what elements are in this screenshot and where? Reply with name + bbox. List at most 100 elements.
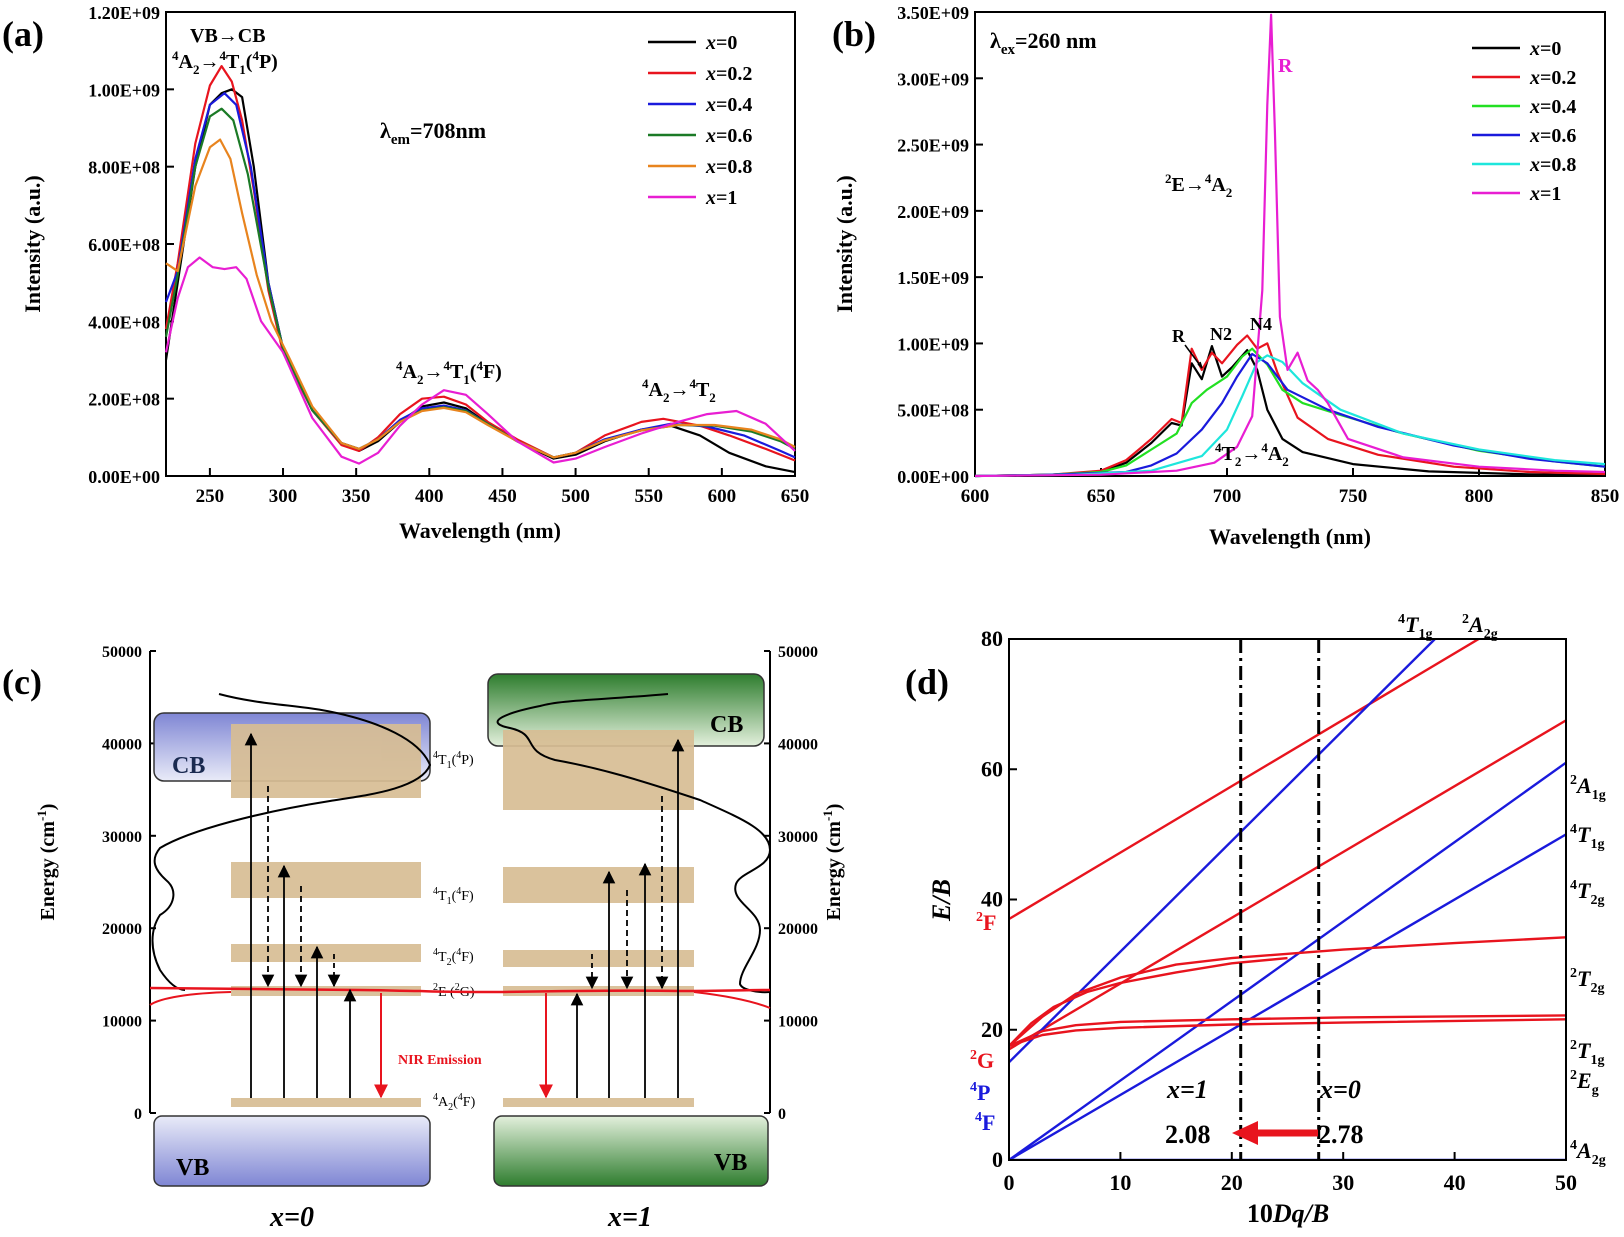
y-tick-label: 3.00E+09 — [897, 69, 969, 89]
panel-a: (a) 0.00E+00 2.00E+08 4.00E+08 6.00E+08 8.00… — [2, 3, 809, 543]
panel-b-xlabel: Wavelength (nm) — [1209, 524, 1371, 549]
level-4t2f-label: 4T2(4F) — [433, 947, 474, 968]
energy-tick-label-right: 40000 — [778, 736, 818, 753]
energy-tick-label-left: 10000 — [102, 1014, 142, 1031]
panel-a-y-axis: 0.00E+00 2.00E+08 4.00E+08 6.00E+08 8.00E+08… — [88, 3, 174, 487]
legend-label: x=0.6 — [1529, 125, 1576, 147]
series-line-x-0-2 — [164, 65, 796, 462]
value-2-78: 2.78 — [1318, 1120, 1364, 1149]
legend-label: x=0.8 — [1529, 154, 1576, 176]
excitation-curve-x0 — [151, 693, 432, 991]
series-line-x-0-8 — [974, 354, 1606, 478]
term-4t1g: 4T1g — [1570, 822, 1604, 852]
x-tick-label: 700 — [1213, 486, 1242, 507]
e-a2-annotation: 2E→4A2 — [1165, 171, 1232, 200]
y-tick-label: 1.00E+09 — [88, 80, 160, 100]
energy-tick-label-left: 40000 — [102, 736, 142, 753]
band-4t1f-x0 — [231, 862, 421, 898]
y-tick-label: 3.50E+09 — [897, 3, 969, 23]
cb-label-x0: CB — [172, 753, 205, 779]
y-tick-label: 4.00E+08 — [88, 312, 160, 332]
vb-label-x1: VB — [714, 1150, 747, 1176]
r-peak-label: R — [1278, 55, 1293, 77]
x-tick-label: 850 — [1591, 486, 1620, 507]
panel-d-markers — [1239, 639, 1321, 1160]
panel-d-y-axis: 0 20 40 60 80 — [981, 626, 1017, 1172]
x-tick-label: 250 — [196, 486, 225, 507]
x-tick-label: 10 — [1109, 1170, 1131, 1195]
energy-tick-label-right: 10000 — [778, 1014, 818, 1031]
x1-caption: x=1 — [607, 1202, 652, 1233]
level-4a2-label: 4A2(4F) — [433, 1092, 476, 1113]
value-2-08: 2.08 — [1165, 1120, 1211, 1149]
x-tick-label: 20 — [1221, 1170, 1243, 1195]
energy-tick-label-left: 0 — [134, 1106, 142, 1123]
term-top-4t1g: 4T1g — [1398, 612, 1432, 642]
x-tick-label: 600 — [961, 486, 990, 507]
series-line-2A1g — [1009, 719, 1566, 1051]
energy-tick-label-right: 30000 — [778, 829, 818, 846]
legend-label: x=0 — [1529, 38, 1561, 60]
x0-caption: x=0 — [269, 1202, 314, 1233]
band-4t1p-x0 — [231, 724, 421, 798]
legend-label: x=0.8 — [705, 156, 752, 178]
series-line-x-0-8 — [165, 138, 796, 459]
panel-b: (b) 0.00E+00 5.00E+08 1.00E+09 1.50E+09 2.00… — [832, 3, 1619, 549]
y-tick-label: 40 — [981, 887, 1003, 912]
vb-box-x1 — [493, 1115, 769, 1187]
panel-d-ylabel: E/B — [927, 879, 956, 922]
energy-tick-label-left: 30000 — [102, 829, 142, 846]
x-tick-label: 30 — [1332, 1170, 1354, 1195]
level-4t1f-label: 4T1(4F) — [433, 886, 474, 907]
energy-tick-label-right: 0 — [778, 1106, 786, 1123]
band-4t2f-x0 — [231, 944, 421, 962]
panel-b-label: (b) — [832, 14, 876, 54]
series-line-2T2g-b — [1009, 956, 1288, 1047]
y-tick-label: 0.00E+00 — [897, 467, 969, 487]
energy-label-left: Energy (cm-1) — [34, 804, 59, 921]
y-tick-label: 2.00E+08 — [88, 390, 160, 410]
y-tick-label: 8.00E+08 — [88, 158, 160, 178]
vb-cb-annotation: VB→CB — [190, 25, 266, 47]
energy-ticks: 0 0 10000 10000 20000 20000 30000 30000 40000 400… — [102, 644, 818, 1123]
y-tick-label: 5.00E+08 — [897, 401, 969, 421]
emission-tail-left — [149, 991, 232, 1006]
vb-label-x0: VB — [176, 1155, 209, 1181]
series-line-4T2g — [1009, 833, 1566, 1160]
legend-label: x=1 — [1529, 183, 1561, 205]
series-line-x-0-6 — [974, 352, 1606, 478]
nir-emission-label: NIR Emission — [398, 1053, 482, 1068]
x-tick-label: 40 — [1444, 1170, 1466, 1195]
legend-label: x=0.4 — [1529, 96, 1576, 118]
panel-a-x-axis: 250 300 350 400 450 500 550 600 650 — [196, 468, 810, 507]
series-line-4T1g-F- — [1009, 761, 1566, 1160]
level-4t1p-label: 4T1(4P) — [433, 750, 474, 771]
x-tick-label: 650 — [781, 486, 810, 507]
x-tick-label: 50 — [1555, 1170, 1577, 1195]
y-tick-label: 60 — [981, 756, 1003, 781]
lambda-em-annotation: λem=708nm — [380, 118, 486, 148]
vb-box-x0 — [153, 1115, 431, 1187]
panel-c: (c) 0 0 10000 10000 20000 20000 30000 30000 4000… — [2, 644, 845, 1233]
lambda-ex-annotation: λex=260 nm — [990, 28, 1097, 58]
x-tick-label: 800 — [1465, 486, 1494, 507]
panel-c-label: (c) — [2, 662, 42, 702]
x-tick-label: 500 — [561, 486, 590, 507]
legend-label: x=0.2 — [705, 63, 752, 85]
term-2t2g: 2T2g — [1570, 966, 1604, 996]
n2-label: N2 — [1210, 324, 1232, 344]
panel-b-series — [974, 13, 1606, 478]
t1f-annotation: 4A2→4T1(4F) — [396, 358, 502, 387]
band-4a2-x1 — [503, 1098, 694, 1107]
y-tick-label: 6.00E+08 — [88, 235, 160, 255]
legend-label: x=0 — [705, 32, 737, 54]
panel-d-frame — [1008, 638, 1567, 1161]
series-line-x-0-2 — [974, 334, 1606, 478]
series-line-x-0 — [974, 345, 1606, 478]
energy-tick-label-left: 20000 — [102, 921, 142, 938]
excitation-curve-x1 — [496, 693, 772, 994]
term-2a1g: 2A1g — [1570, 773, 1606, 803]
band-4t2f-x1 — [503, 950, 694, 967]
panel-a-xlabel: Wavelength (nm) — [399, 518, 561, 543]
